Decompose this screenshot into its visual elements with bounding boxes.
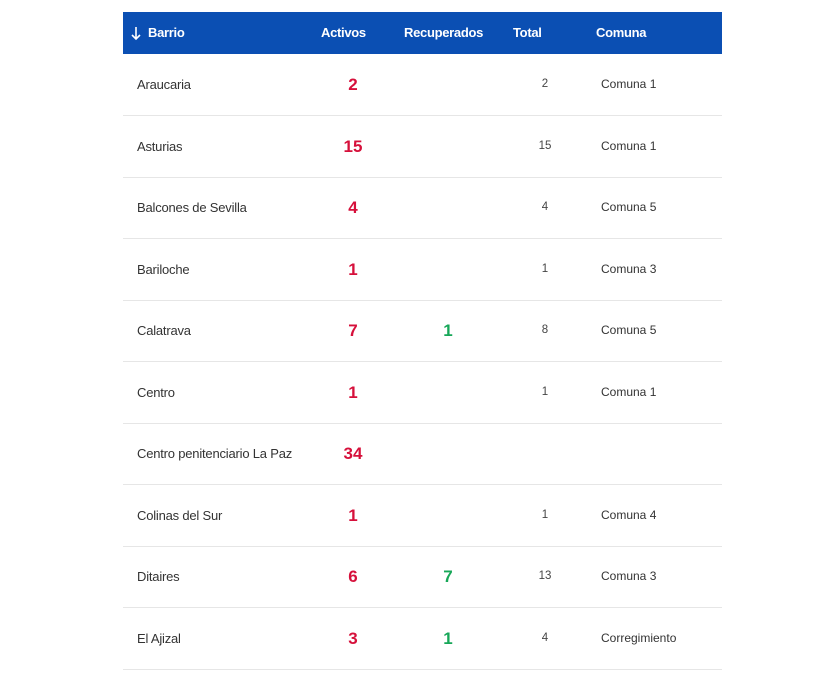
comuna-cell: Comuna 3 [601, 569, 657, 583]
table-row: Balcones de Sevilla 4 4 Comuna 5 [123, 177, 722, 239]
activos-cell: 3 [348, 628, 358, 648]
activos-cell: 2 [348, 75, 358, 94]
barrio-cell: Centro [137, 384, 175, 400]
table-row: Araucaria 2 2 Comuna 1 [123, 54, 722, 116]
total-cell: 15 [538, 139, 552, 152]
barrio-cell: El Ajizal [137, 630, 181, 646]
barrio-cell: Balcones de Sevilla [137, 200, 247, 215]
table-row: Centro 1 1 Comuna 1 [123, 362, 722, 424]
total-cell: 1 [541, 262, 549, 275]
total-cell: 1 [541, 508, 549, 521]
total-cell: 8 [541, 324, 549, 336]
comuna-cell: Comuna 1 [601, 138, 657, 153]
activos-cell: 15 [343, 136, 363, 156]
barrio-cell: Araucaria [137, 77, 191, 92]
barrio-cell: Centro penitenciario La Paz [137, 446, 293, 461]
table-row: El Ajizal 3 1 4 Corregimiento [123, 608, 722, 670]
total-cell: 4 [541, 631, 549, 644]
barrio-cell: Colinas del Sur [137, 507, 223, 523]
comuna-cell: Comuna 1 [601, 384, 657, 399]
activos-cell: 4 [348, 198, 358, 217]
barrio-cell: Asturias [137, 138, 183, 154]
table-row: Ditaires 6 7 13 Comuna 3 [123, 546, 722, 608]
barrio-cell: Calatrava [137, 323, 191, 338]
header-cell[interactable]: Comuna [596, 25, 647, 40]
table-header: Barrio Activos Recuperados Total Comuna [123, 12, 722, 54]
header-cell[interactable]: Recuperados [404, 25, 484, 40]
table-row: Bariloche 1 1 Comuna 3 [123, 239, 722, 301]
comuna-cell: Comuna 5 [601, 200, 657, 214]
activos-cell: 1 [348, 259, 358, 279]
activos-cell: 7 [348, 321, 358, 340]
comuna-cell: Comuna 4 [601, 507, 657, 522]
sort-arrow-icon[interactable] [129, 12, 143, 54]
total-cell: 2 [541, 78, 549, 90]
table-row: Calatrava 7 1 8 Comuna 5 [123, 300, 722, 362]
table-row: Asturias 15 15 Comuna 1 [123, 116, 722, 178]
activos-cell: 1 [348, 382, 358, 402]
total-cell: 13 [538, 570, 552, 582]
recuperados-cell: 7 [443, 567, 453, 586]
header-cell[interactable]: Barrio [148, 25, 185, 40]
header-cell[interactable]: Activos [321, 25, 366, 40]
comuna-cell: Comuna 1 [601, 77, 657, 91]
comuna-cell: Comuna 5 [601, 323, 657, 337]
table-row: Centro penitenciario La Paz 34 [123, 423, 722, 485]
activos-cell: 6 [348, 567, 358, 586]
comuna-cell: Corregimiento [601, 630, 677, 645]
barrio-cell: Ditaires [137, 569, 180, 584]
total-cell: 4 [541, 201, 549, 213]
comuna-cell: Comuna 3 [601, 261, 657, 276]
total-cell: 1 [541, 385, 549, 398]
activos-cell: 1 [348, 505, 358, 525]
recuperados-cell: 1 [443, 321, 453, 340]
activos-cell: 34 [343, 444, 363, 463]
recuperados-cell: 1 [443, 628, 453, 648]
header-cell[interactable]: Total [513, 25, 542, 40]
table-row: Colinas del Sur 1 1 Comuna 4 [123, 485, 722, 547]
barrio-cell: Bariloche [137, 261, 190, 277]
